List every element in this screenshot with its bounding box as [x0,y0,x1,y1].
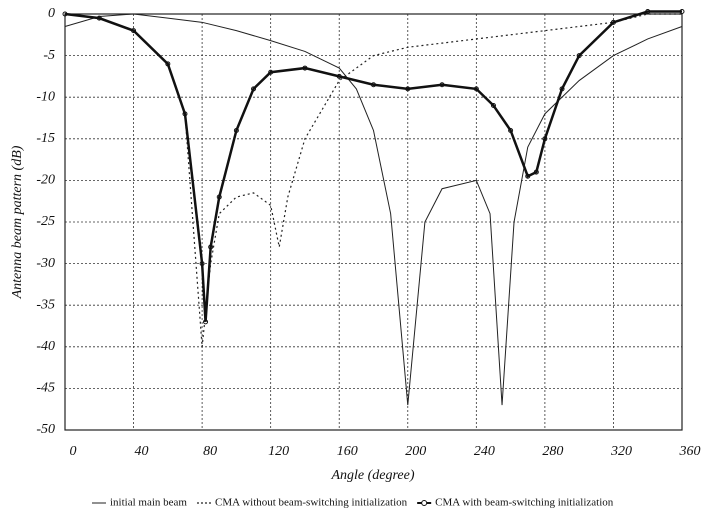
y-tick-label: -10 [36,89,55,104]
y-tick-label: -25 [36,214,55,229]
x-axis-label: Angle (degree) [330,468,414,483]
y-tick-label: -20 [36,173,55,188]
point [165,61,171,67]
legend-label: CMA without beam-switching initializatio… [215,497,408,509]
plot-frame [64,13,683,431]
x-tick-label: 0 [70,444,77,459]
point [439,82,445,88]
point [508,127,514,133]
y-tick-label: -40 [36,339,55,354]
series-line [64,13,683,406]
y-tick-label: -15 [36,131,55,146]
point [533,169,539,175]
point [679,9,685,15]
point [182,111,188,117]
legend-marker [421,500,428,506]
point [542,136,548,142]
y-tick-label: -50 [36,422,55,437]
point [610,19,616,25]
point [251,86,257,92]
x-tick-label: 40 [135,444,149,459]
y-tick-label: -5 [43,48,55,63]
point [233,127,239,133]
x-tick-label: 320 [610,444,632,459]
x-tick-label: 240 [474,444,495,459]
point [203,319,209,325]
point [208,244,214,250]
point [525,173,531,179]
x-tick-label: 280 [542,444,563,459]
y-tick-label: 0 [48,6,55,21]
point [405,86,411,92]
legend-label: initial main beam [110,497,187,509]
point [576,53,582,59]
point [199,261,205,267]
y-tick-label: -30 [36,256,55,271]
point [371,82,376,88]
x-tick-label: 160 [337,444,358,459]
point [559,86,565,92]
point [96,15,102,21]
point [490,103,496,109]
x-tick-label: 80 [203,444,217,459]
point [216,194,222,200]
y-tick-label: -35 [36,297,55,312]
point [645,9,651,15]
point [131,28,137,34]
x-tick-label: 200 [405,444,426,459]
point [62,11,68,17]
point [336,73,342,79]
x-tick-label: 360 [679,444,701,459]
point [473,86,479,92]
y-axis-label: Antenna beam pattern (dB) [10,145,25,299]
y-tick-label: -45 [36,381,55,396]
point [302,65,308,71]
point [268,69,274,75]
series-line [64,10,682,322]
x-tick-label: 120 [268,444,289,459]
legend-label: CMA with beam-switching initialization [435,497,614,509]
